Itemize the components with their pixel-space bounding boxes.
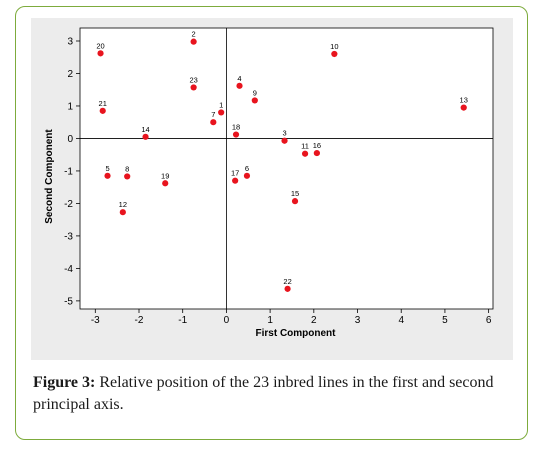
- point-label: 3: [282, 129, 286, 138]
- figure-caption: Figure 3: Relative position of the 23 in…: [33, 372, 517, 416]
- data-point: [142, 133, 149, 140]
- y-tick-label: 2: [67, 69, 73, 80]
- data-point: [162, 180, 169, 187]
- plot-area: [79, 27, 494, 310]
- point-label: 6: [245, 164, 249, 173]
- x-tick-label: 4: [398, 315, 404, 326]
- data-point: [331, 50, 338, 58]
- data-point: [232, 131, 240, 138]
- point-label: 11: [301, 142, 309, 151]
- data-point: [218, 109, 225, 116]
- x-tick-label: 2: [311, 315, 317, 326]
- point-label: 7: [211, 110, 215, 119]
- point-label: 4: [237, 74, 241, 83]
- point-label: 15: [291, 189, 299, 198]
- point-label: 21: [99, 99, 107, 108]
- point-label: 1: [219, 100, 223, 109]
- point-label: 17: [231, 169, 239, 178]
- y-tick-label: -2: [64, 199, 73, 210]
- data-point: [243, 172, 251, 179]
- point-label: 12: [119, 200, 127, 209]
- y-axis-title: Second Component: [44, 129, 55, 224]
- x-tick-label: 3: [355, 315, 361, 326]
- data-point: [119, 209, 126, 216]
- data-point: [232, 177, 239, 184]
- point-label: 13: [460, 96, 468, 105]
- data-point: [284, 285, 291, 292]
- y-tick-label: -4: [64, 264, 73, 275]
- data-point: [97, 50, 104, 57]
- data-point: [99, 107, 106, 114]
- point-label: 14: [141, 125, 149, 134]
- data-point: [124, 173, 131, 180]
- point-label: 16: [313, 141, 321, 150]
- y-tick-label: -3: [64, 231, 73, 242]
- data-point: [460, 104, 467, 111]
- point-label: 19: [161, 171, 169, 180]
- y-tick-label: 3: [67, 36, 73, 47]
- data-point: [190, 38, 197, 45]
- x-tick-label: 1: [267, 315, 273, 326]
- data-point: [251, 97, 258, 104]
- data-point: [190, 84, 197, 91]
- caption-label: Figure 3:: [33, 374, 96, 391]
- point-label: 5: [105, 164, 109, 173]
- point-label: 2: [192, 30, 196, 39]
- data-point: [313, 149, 320, 157]
- caption-text: Relative position of the 23 inbred lines…: [33, 374, 494, 413]
- point-label: 23: [189, 75, 197, 84]
- point-label: 9: [253, 88, 257, 97]
- x-tick-label: 5: [442, 315, 448, 326]
- point-label: 8: [125, 164, 129, 173]
- y-axis-ticks: -5 -4 -3 -2 -1 0 1 2 3: [64, 36, 80, 307]
- point-label: 20: [96, 41, 104, 50]
- y-tick-label: -1: [64, 166, 73, 177]
- x-tick-label: -3: [91, 315, 100, 326]
- point-label: 18: [232, 123, 240, 132]
- x-tick-label: -2: [135, 315, 144, 326]
- data-point: [236, 82, 243, 89]
- x-tick-label: -1: [178, 315, 187, 326]
- y-tick-label: -5: [64, 296, 73, 307]
- y-tick-label: 0: [67, 134, 73, 145]
- point-label: 22: [283, 277, 291, 286]
- data-point: [301, 150, 309, 157]
- data-point: [281, 137, 288, 144]
- x-axis-title: First Component: [256, 328, 337, 339]
- x-tick-label: 6: [486, 315, 492, 326]
- point-label: 10: [330, 42, 338, 51]
- x-axis-ticks: -3 -2 -1 0 1 2 3 4 5 6: [91, 309, 492, 326]
- y-tick-label: 1: [67, 101, 73, 112]
- x-tick-label: 0: [224, 315, 230, 326]
- data-point: [210, 119, 217, 126]
- data-point: [291, 198, 299, 205]
- data-point: [104, 172, 111, 179]
